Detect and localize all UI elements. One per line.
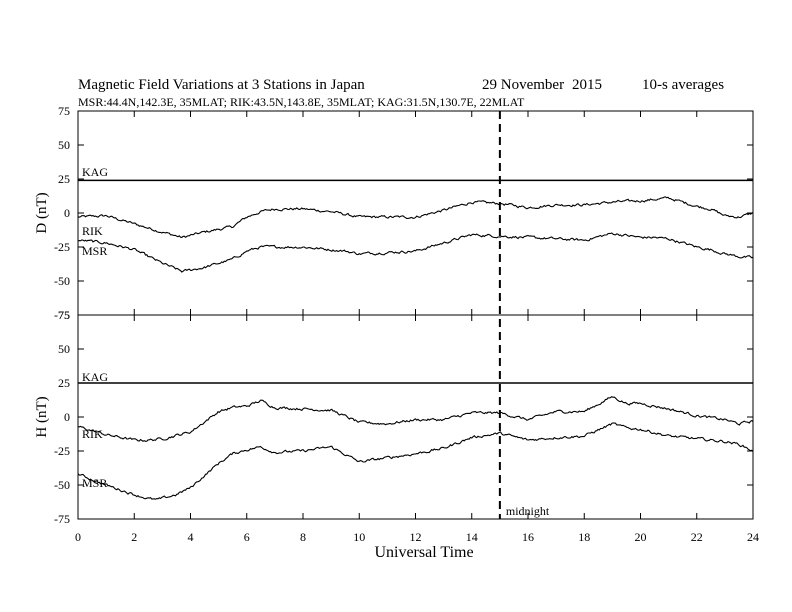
d-ytick-label: 0 bbox=[64, 206, 70, 220]
x-tick-label: 10 bbox=[353, 530, 365, 544]
x-tick-label: 22 bbox=[691, 530, 703, 544]
x-tick-label: 6 bbox=[244, 530, 250, 544]
x-axis-title: Universal Time bbox=[374, 544, 473, 561]
h-ytick-label: 50 bbox=[58, 342, 70, 356]
x-tick-label: 20 bbox=[635, 530, 647, 544]
x-tick-label: 2 bbox=[131, 530, 137, 544]
x-tick-label: 4 bbox=[188, 530, 194, 544]
d-panel: 75 50 25 0 -25 -50 -75 KAG RIK MSR D (nT) bbox=[34, 104, 754, 322]
h-ytick-label: -25 bbox=[54, 444, 70, 458]
h-label-msr: MSR bbox=[82, 476, 107, 490]
h-panel: 75 50 25 0 -25 -50 -75 KAG RIK MSR H (nT) bbox=[34, 308, 754, 526]
h-ytick-label: -50 bbox=[54, 478, 70, 492]
d-label-kag: KAG bbox=[82, 165, 108, 179]
d-label-msr: MSR bbox=[82, 244, 107, 258]
chart-year: 2015 bbox=[572, 77, 602, 93]
chart-title: Magnetic Field Variations at 3 Stations … bbox=[78, 77, 365, 93]
x-tick-label: 14 bbox=[466, 530, 478, 544]
x-tick-label: 16 bbox=[522, 530, 534, 544]
h-label-rik: RIK bbox=[82, 427, 103, 441]
d-series-msr bbox=[77, 232, 754, 273]
x-tick-label: 18 bbox=[578, 530, 590, 544]
midnight-label: midnight bbox=[506, 504, 550, 518]
h-label-kag: KAG bbox=[82, 370, 108, 384]
chart-date: 29 November bbox=[482, 77, 564, 93]
d-ytick-label: 50 bbox=[58, 138, 70, 152]
d-ytick-label: -50 bbox=[54, 274, 70, 288]
d-panel-series bbox=[77, 179, 754, 273]
d-series-rik bbox=[77, 196, 754, 239]
d-ylabel: D (nT) bbox=[34, 192, 50, 233]
h-panel-frame bbox=[77, 314, 754, 520]
h-series-rik bbox=[77, 395, 754, 442]
d-ytick-label: 25 bbox=[58, 172, 70, 186]
h-ytick-label: 75 bbox=[58, 308, 70, 322]
h-panel-series bbox=[77, 382, 754, 500]
d-panel-ticks: 75 50 25 0 -25 -50 -75 bbox=[54, 104, 754, 322]
d-ytick-label: -75 bbox=[54, 308, 70, 322]
h-panel-ticks: 75 50 25 0 -25 -50 -75 bbox=[54, 308, 754, 526]
d-label-rik: RIK bbox=[82, 224, 103, 238]
x-tick-label: 0 bbox=[75, 530, 81, 544]
x-tick-label: 8 bbox=[300, 530, 306, 544]
h-series-msr bbox=[77, 422, 754, 500]
d-ytick-label: 75 bbox=[58, 104, 70, 118]
x-tick-label: 12 bbox=[410, 530, 422, 544]
chart-averages: 10-s averages bbox=[642, 77, 724, 93]
x-axis: 0 2 4 6 8 10 12 14 16 18 20 22 24 bbox=[75, 530, 759, 544]
h-ytick-label: 0 bbox=[64, 410, 70, 424]
h-ytick-label: 25 bbox=[58, 376, 70, 390]
x-tick-label: 24 bbox=[747, 530, 759, 544]
stations-coordinates: MSR:44.4N,142.3E, 35MLAT; RIK:43.5N,143.… bbox=[78, 95, 525, 109]
d-ytick-label: -25 bbox=[54, 240, 70, 254]
h-ylabel: H (nT) bbox=[34, 396, 50, 437]
h-ytick-label: -75 bbox=[54, 512, 70, 526]
d-panel-frame bbox=[77, 110, 754, 316]
